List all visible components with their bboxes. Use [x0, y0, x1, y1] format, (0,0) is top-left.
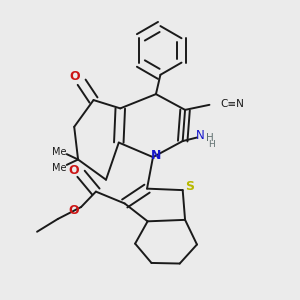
Text: N: N — [152, 149, 162, 162]
Text: N: N — [196, 129, 204, 142]
Text: Me: Me — [52, 147, 66, 157]
Text: O: O — [69, 70, 80, 83]
Text: H: H — [206, 133, 214, 143]
Text: C≡N: C≡N — [221, 99, 244, 109]
Text: S: S — [185, 180, 194, 193]
Text: O: O — [69, 203, 79, 217]
Text: O: O — [69, 164, 79, 177]
Text: H: H — [208, 140, 215, 149]
Text: Me: Me — [52, 163, 66, 173]
